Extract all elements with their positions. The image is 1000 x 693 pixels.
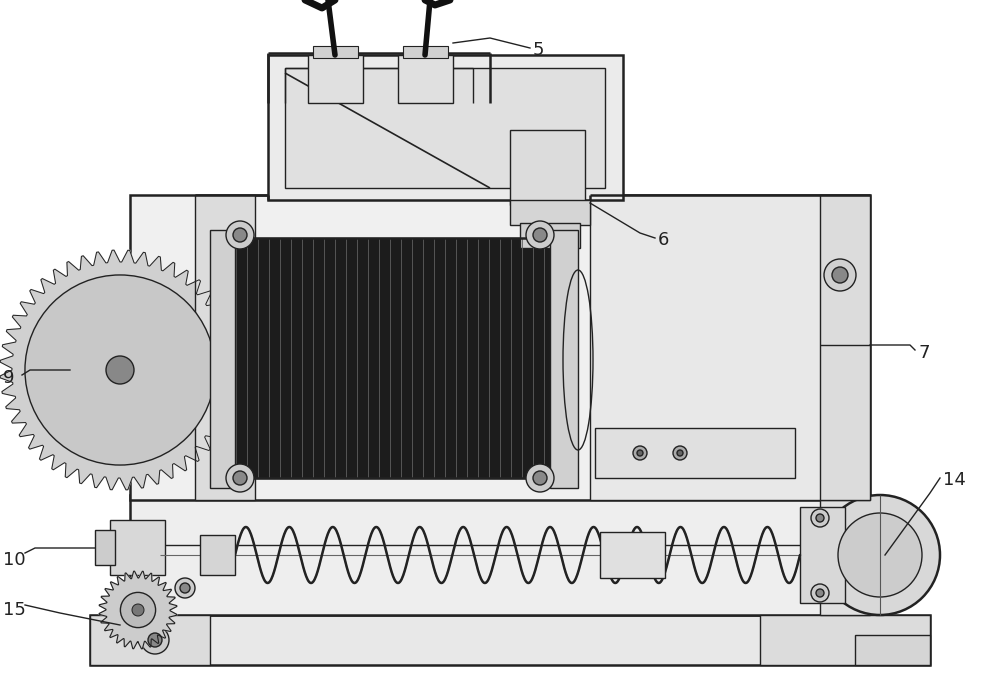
Bar	[510, 200, 590, 225]
Circle shape	[219, 439, 231, 451]
Circle shape	[811, 509, 829, 527]
Bar	[595, 428, 795, 478]
Circle shape	[212, 432, 238, 458]
Circle shape	[838, 513, 922, 597]
Bar	[110, 520, 165, 575]
Circle shape	[226, 464, 254, 492]
Circle shape	[637, 450, 643, 456]
Bar	[90, 615, 210, 665]
Circle shape	[816, 514, 824, 522]
Circle shape	[824, 259, 856, 291]
Bar	[403, 46, 448, 58]
Circle shape	[633, 446, 647, 460]
Bar	[285, 68, 605, 188]
Bar	[398, 55, 453, 103]
Polygon shape	[225, 238, 555, 478]
Bar	[308, 55, 363, 103]
Bar	[95, 530, 115, 565]
Circle shape	[219, 242, 231, 254]
Bar	[90, 615, 930, 665]
Bar	[130, 495, 870, 615]
Circle shape	[526, 221, 554, 249]
Circle shape	[816, 589, 824, 597]
Text: 15: 15	[3, 601, 26, 619]
Circle shape	[175, 578, 195, 598]
Circle shape	[25, 275, 215, 465]
Bar	[210, 230, 235, 488]
Circle shape	[533, 228, 547, 242]
Circle shape	[120, 593, 156, 628]
Bar	[820, 195, 870, 500]
Circle shape	[226, 221, 254, 249]
Bar	[195, 195, 255, 500]
Text: 6: 6	[658, 231, 669, 249]
Bar	[550, 230, 578, 488]
Circle shape	[106, 356, 134, 384]
Text: 10: 10	[3, 551, 26, 569]
Bar	[855, 635, 930, 665]
Bar	[313, 46, 358, 58]
Polygon shape	[0, 250, 240, 490]
Text: 14: 14	[943, 471, 966, 489]
Text: 7: 7	[918, 344, 930, 362]
Bar	[130, 195, 870, 500]
Bar	[225, 238, 555, 478]
Circle shape	[132, 604, 144, 616]
Bar	[510, 130, 585, 205]
Circle shape	[673, 446, 687, 460]
Circle shape	[212, 235, 238, 261]
Bar	[800, 507, 845, 603]
Bar	[600, 532, 665, 578]
Circle shape	[526, 464, 554, 492]
Bar	[760, 615, 930, 665]
Circle shape	[832, 267, 848, 283]
Circle shape	[148, 633, 162, 647]
Circle shape	[233, 471, 247, 485]
Bar	[200, 535, 235, 575]
Circle shape	[677, 450, 683, 456]
Circle shape	[233, 228, 247, 242]
Circle shape	[820, 495, 940, 615]
Bar	[820, 495, 870, 615]
Polygon shape	[99, 571, 177, 649]
Bar	[590, 195, 870, 500]
Circle shape	[141, 626, 169, 654]
Bar	[268, 55, 623, 200]
Text: 5: 5	[533, 41, 544, 59]
Bar	[520, 223, 580, 248]
Circle shape	[533, 471, 547, 485]
Circle shape	[180, 583, 190, 593]
Circle shape	[811, 584, 829, 602]
Text: 9: 9	[3, 369, 14, 387]
